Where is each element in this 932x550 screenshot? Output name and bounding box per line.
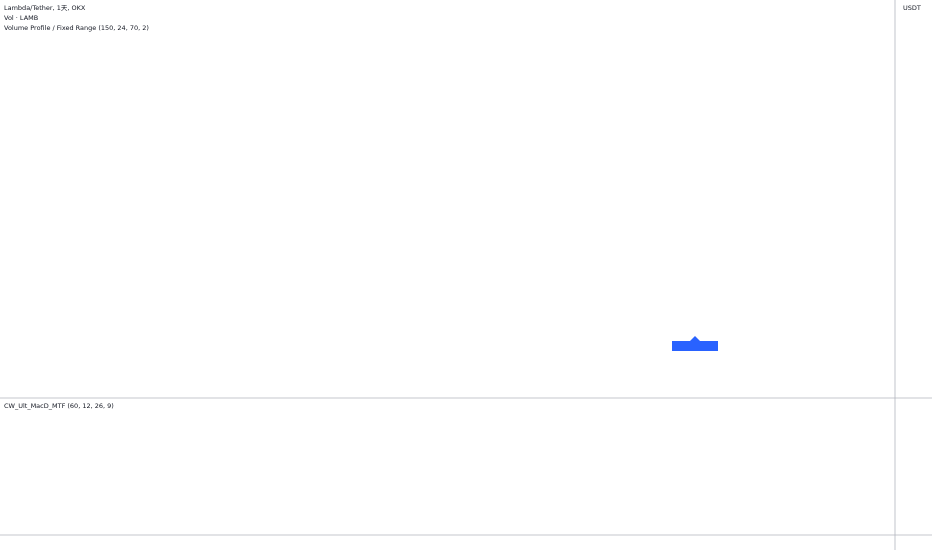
macd-title: CW_Ult_MacD_MTF (60, 12, 26, 9): [4, 402, 114, 410]
profile-title: Volume Profile / Fixed Range (150, 24, 7…: [4, 24, 149, 32]
y-axis-label: USDT: [903, 4, 921, 12]
chart-title: Lambda/Tether, 1天, OKX: [4, 4, 86, 12]
annotation-box: [672, 341, 718, 351]
annotation-pointer: [690, 336, 700, 341]
volume-title: Vol · LAMB: [4, 14, 38, 22]
